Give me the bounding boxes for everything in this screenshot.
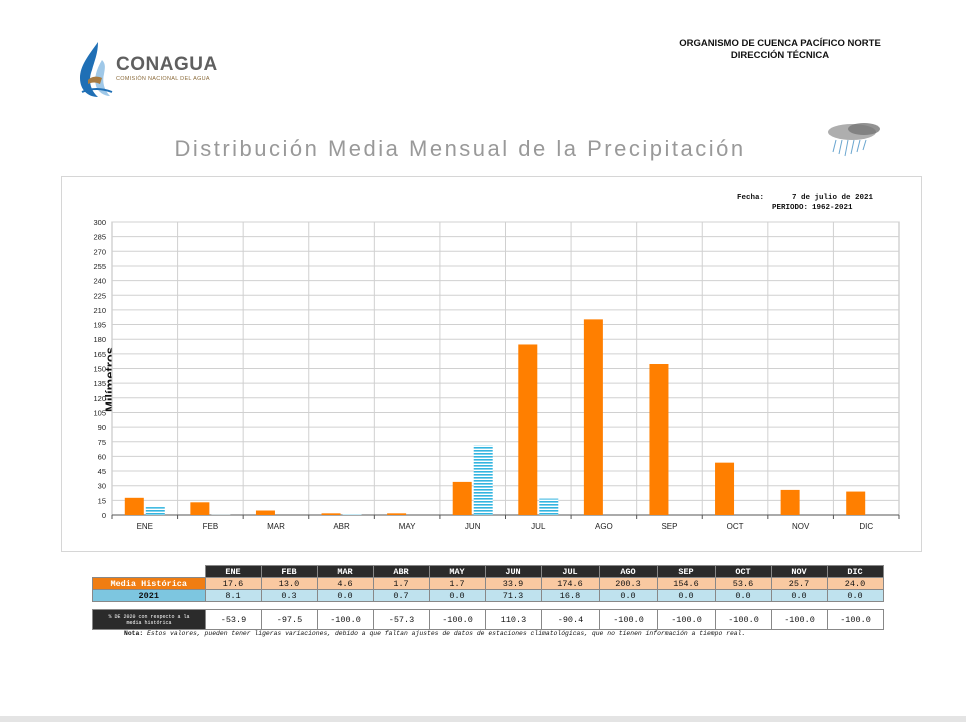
percent-cell: -90.4 (541, 609, 600, 630)
percent-cell: -100.0 (827, 609, 884, 630)
table-cell: 53.6 (714, 577, 772, 590)
percent-cell: 110.3 (485, 609, 542, 630)
percent-cell: -100.0 (715, 609, 772, 630)
org-line-2: DIRECCIÓN TÉCNICA (730, 50, 830, 61)
rain-cloud-icon (828, 123, 880, 157)
page-bottom-edge (0, 716, 966, 722)
table-row-media-historica: Media Histórica 17.6 13.0 4.6 1.7 1.7 33.9 174… (92, 577, 884, 590)
periodo-value: 1962-2021 (812, 204, 853, 212)
column-header-abr: ABR (372, 565, 430, 578)
percent-label-line-1: % DE 2020 con respecto a la (108, 613, 190, 620)
data-table: ENE FEB MAR ABR MAY JUN JUL AGO SEP OCT NOV DIC Med… (92, 565, 884, 602)
column-header-may: MAY (428, 565, 486, 578)
table-row-2021: 2021 8.1 0.3 0.0 0.7 0.0 71.3 16.8 0.0 0.0 0.0 0.0… (92, 589, 884, 602)
percent-cell: -100.0 (599, 609, 658, 630)
table-cell: 0.0 (770, 589, 828, 602)
table-cell: 8.1 (204, 589, 262, 602)
column-header-mar: MAR (316, 565, 374, 578)
column-header-jul: JUL (540, 565, 600, 578)
fecha-value: 7 de julio de 2021 (792, 194, 874, 202)
table-cell: 0.0 (714, 589, 772, 602)
table-cell: 13.0 (260, 577, 318, 590)
table-cell: 0.7 (372, 589, 430, 602)
percent-table: % DE 2020 con respecto a la media histór… (92, 609, 884, 630)
chart-title: Distribución Media Mensual de la Precipi… (174, 136, 746, 161)
fecha-label: Fecha: (737, 194, 765, 202)
table-cell: 16.8 (540, 589, 600, 602)
note-text: Estos valores, pueden tener ligeras vari… (147, 630, 746, 637)
table-cell: 0.0 (656, 589, 716, 602)
logo-name: CONAGUA (116, 54, 218, 75)
row-label: 2021 (92, 589, 206, 602)
percent-cell: -53.9 (205, 609, 262, 630)
table-cell: 0.0 (316, 589, 374, 602)
percent-label-line-2: media histórica (126, 619, 172, 626)
chart-panel (61, 176, 922, 552)
column-header-nov: NOV (770, 565, 828, 578)
percent-cell: -57.3 (373, 609, 430, 630)
percent-cell: -100.0 (771, 609, 828, 630)
footnote: Nota: Estos valores, pueden tener ligera… (124, 630, 745, 637)
table-cell: 4.6 (316, 577, 374, 590)
row-label: Media Histórica (92, 577, 206, 590)
note-label: Nota: (124, 630, 144, 637)
periodo-label: PERIODO: (772, 204, 809, 212)
percent-cell: -100.0 (429, 609, 486, 630)
table-cell: 1.7 (372, 577, 430, 590)
table-cell: 0.0 (826, 589, 884, 602)
table-corner (92, 565, 205, 578)
percent-cell: -100.0 (657, 609, 716, 630)
table-cell: 1.7 (428, 577, 486, 590)
table-cell: 0.0 (598, 589, 658, 602)
logo-subtitle: COMISIÓN NACIONAL DEL AGUA (116, 76, 210, 82)
column-header-ene: ENE (204, 565, 262, 578)
water-drop-icon (80, 42, 113, 97)
table-cell: 17.6 (204, 577, 262, 590)
percent-cell: -100.0 (317, 609, 374, 630)
column-header-ago: AGO (598, 565, 658, 578)
table-cell: 174.6 (540, 577, 600, 590)
table-cell: 25.7 (770, 577, 828, 590)
conagua-logo: CONAGUA COMISIÓN NACIONAL DEL AGUA (78, 40, 218, 100)
column-header-jun: JUN (484, 565, 542, 578)
table-row-percent: % DE 2020 con respecto a la media histór… (92, 609, 884, 630)
percent-cell: -97.5 (261, 609, 318, 630)
table-header-row: ENE FEB MAR ABR MAY JUN JUL AGO SEP OCT NOV DIC (92, 565, 884, 578)
table-cell: 71.3 (484, 589, 542, 602)
table-cell: 33.9 (484, 577, 542, 590)
column-header-dic: DIC (826, 565, 884, 578)
table-cell: 154.6 (656, 577, 716, 590)
percent-row-label: % DE 2020 con respecto a la media histór… (92, 609, 206, 630)
table-cell: 0.0 (428, 589, 486, 602)
org-line-1: ORGANISMO DE CUENCA PACÍFICO NORTE (679, 38, 881, 49)
y-axis-label: Milímetros (102, 347, 118, 413)
table-cell: 200.3 (598, 577, 658, 590)
column-header-oct: OCT (714, 565, 772, 578)
column-header-feb: FEB (260, 565, 318, 578)
organization-header: ORGANISMO DE CUENCA PACÍFICO NORTE DIREC… (650, 38, 910, 62)
table-cell: 24.0 (826, 577, 884, 590)
column-header-sep: SEP (656, 565, 716, 578)
table-cell: 0.3 (260, 589, 318, 602)
